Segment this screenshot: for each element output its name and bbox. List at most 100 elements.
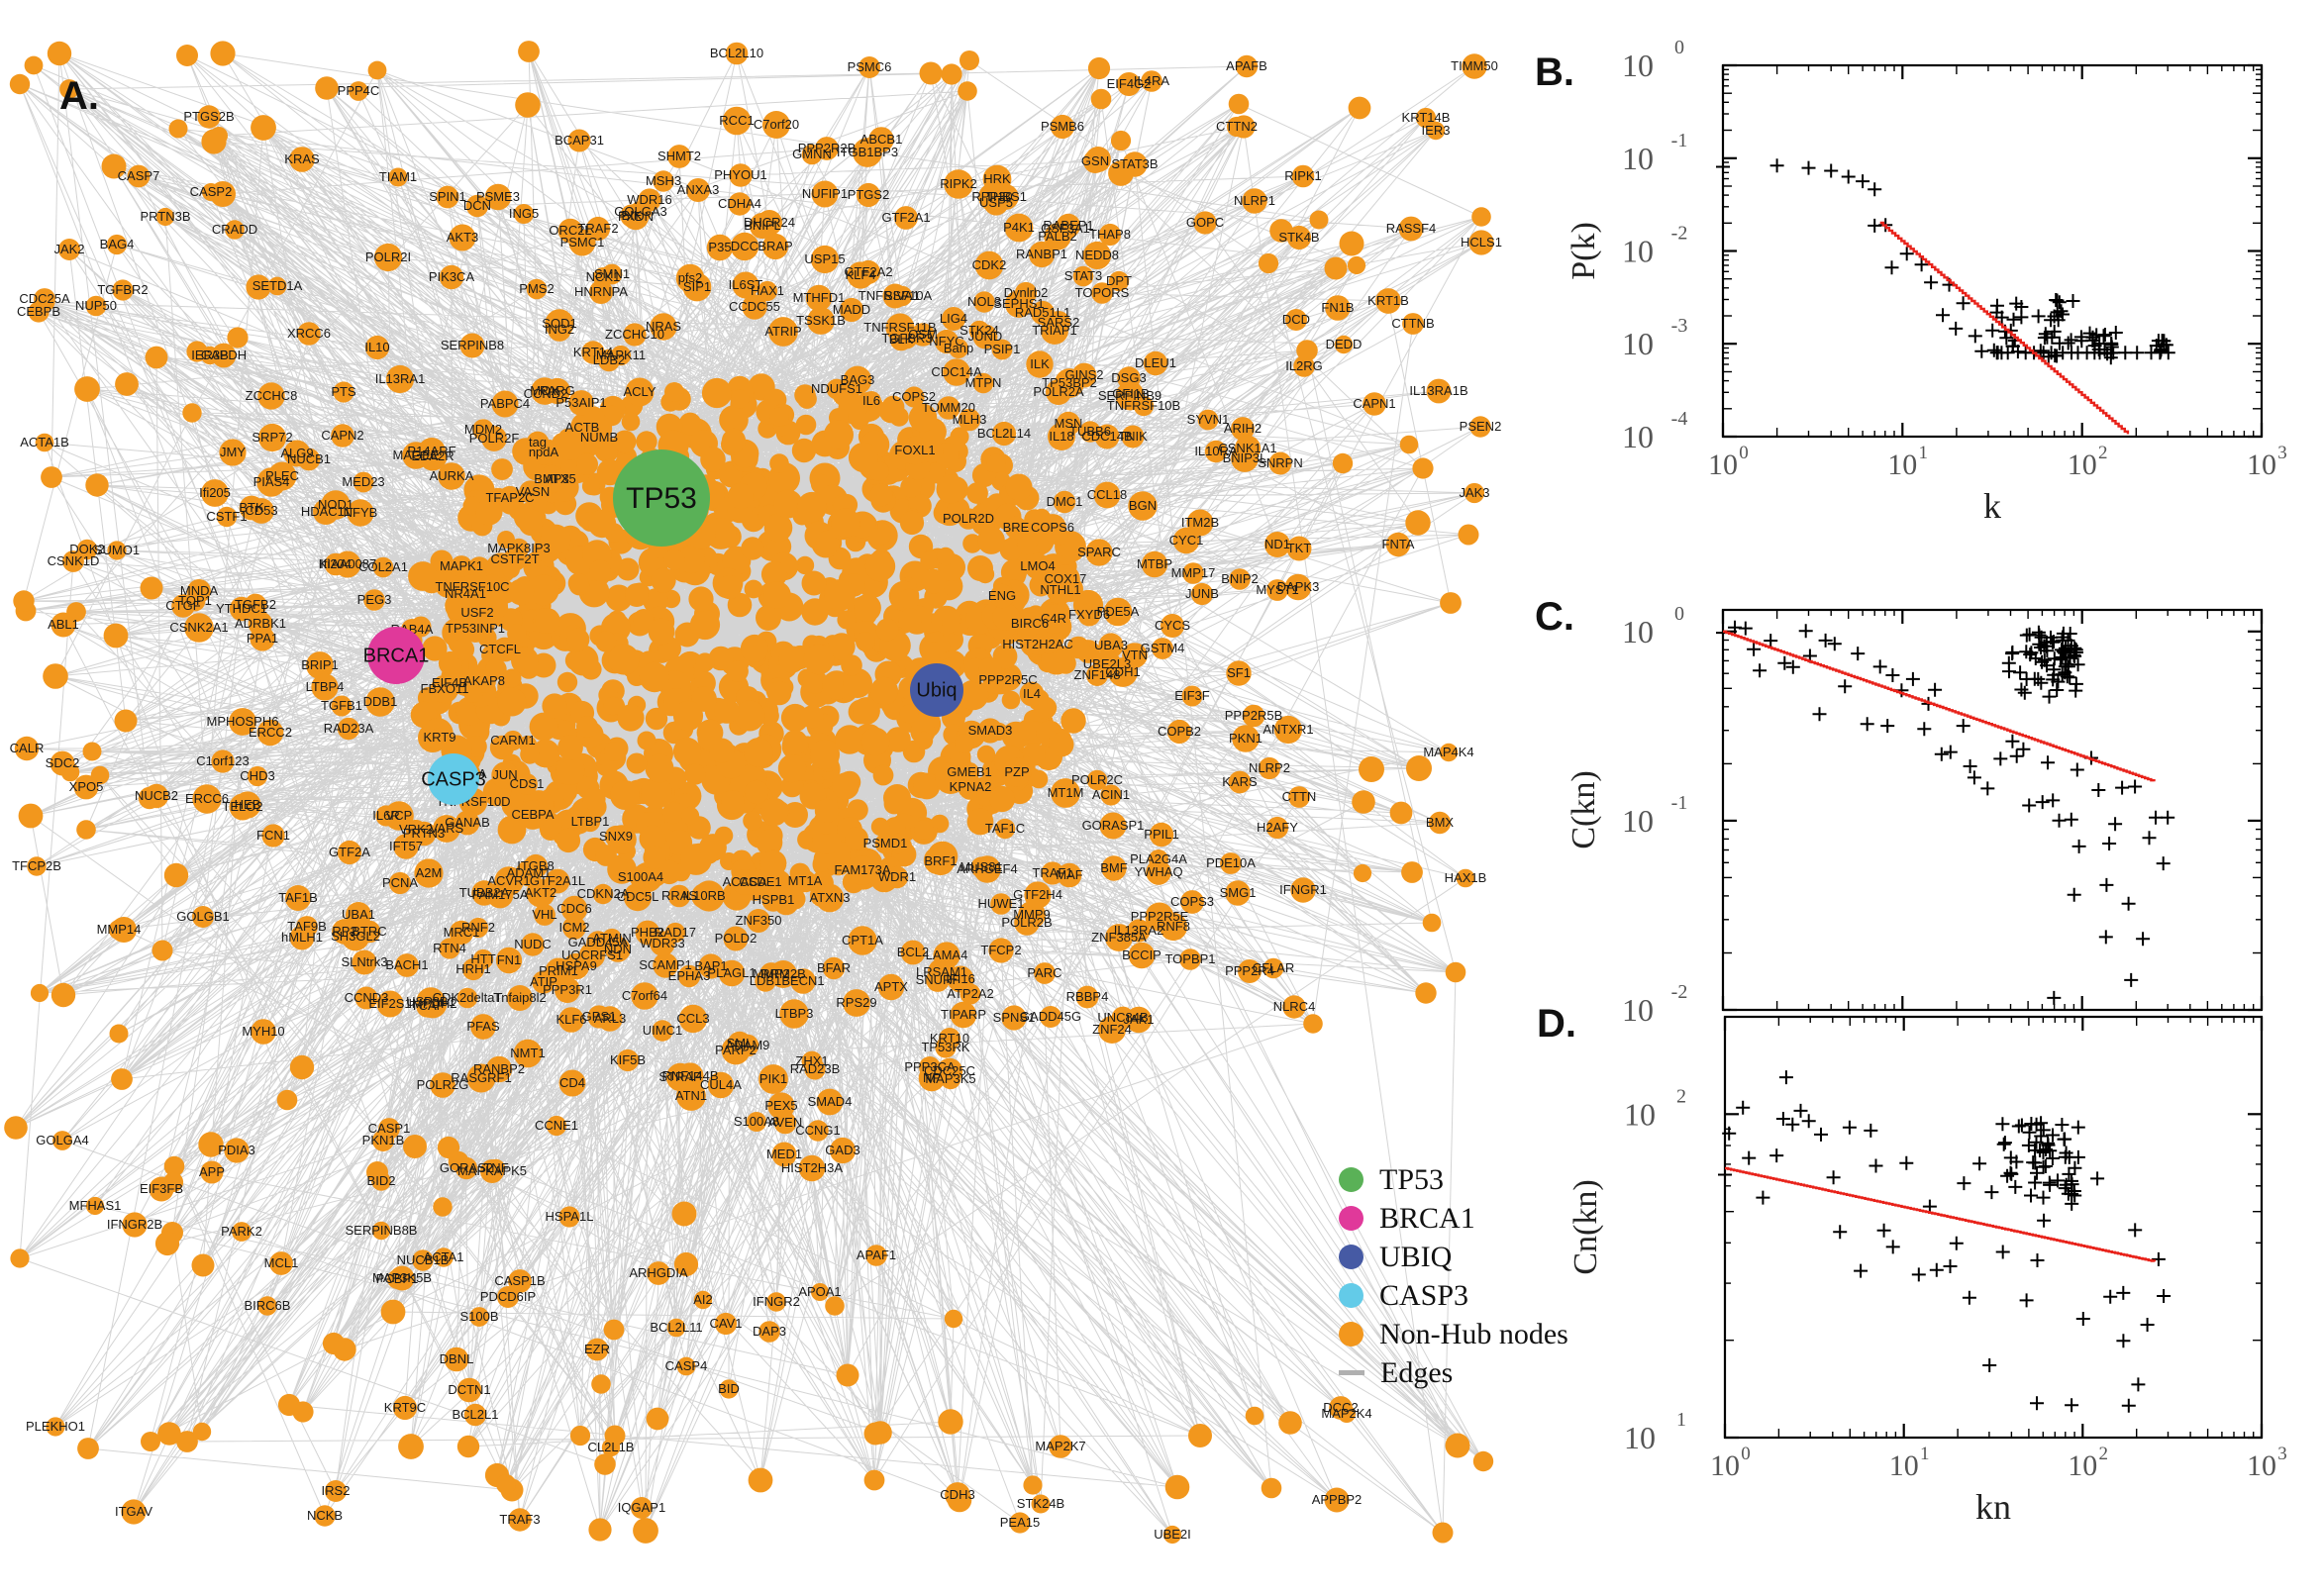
svg-text:PTS: PTS <box>331 384 356 399</box>
svg-text:HUWE1: HUWE1 <box>978 896 1025 911</box>
svg-text:KRAS: KRAS <box>284 151 320 166</box>
svg-text:CYC1: CYC1 <box>1169 533 1204 548</box>
svg-text:IFNGR1: IFNGR1 <box>1279 882 1327 897</box>
svg-text:-3: -3 <box>1671 315 1688 337</box>
svg-text:CCL18: CCL18 <box>1087 487 1127 502</box>
svg-text:10: 10 <box>2068 1449 2097 1482</box>
svg-text:TP53BP2: TP53BP2 <box>1042 375 1097 390</box>
svg-text:CDH3: CDH3 <box>940 1487 974 1502</box>
svg-text:PPIL1: PPIL1 <box>1144 827 1178 842</box>
svg-text:MTPN: MTPN <box>965 375 1002 390</box>
svg-text:Dynlrb2: Dynlrb2 <box>1004 285 1049 300</box>
svg-text:BCAP31: BCAP31 <box>555 133 604 148</box>
svg-text:SUMO1: SUMO1 <box>94 543 140 557</box>
svg-text:FOXL1: FOXL1 <box>894 443 935 457</box>
svg-text:BCL2: BCL2 <box>897 945 930 959</box>
svg-text:COX17: COX17 <box>1045 571 1087 586</box>
svg-text:SMAD4: SMAD4 <box>808 1094 853 1109</box>
svg-text:LMO4: LMO4 <box>1020 558 1055 573</box>
svg-text:CAPN2: CAPN2 <box>321 428 363 443</box>
svg-text:0: 0 <box>1674 603 1684 625</box>
svg-text:PPP2R5B: PPP2R5B <box>1225 708 1283 723</box>
svg-text:APTX: APTX <box>874 979 908 994</box>
svg-text:TP53: TP53 <box>626 482 697 515</box>
svg-text:SRP72: SRP72 <box>252 430 292 445</box>
svg-text:UBA1: UBA1 <box>342 907 375 922</box>
svg-text:MFHAS1: MFHAS1 <box>69 1198 122 1213</box>
svg-text:TNFRSF10A: TNFRSF10A <box>858 288 933 303</box>
svg-text:10: 10 <box>1624 1420 1656 1455</box>
svg-text:10: 10 <box>1622 234 1654 269</box>
svg-text:JAK2: JAK2 <box>53 242 84 256</box>
svg-text:KARS: KARS <box>1222 774 1258 789</box>
svg-text:BTK: BTK <box>239 500 264 515</box>
svg-text:APAF1: APAF1 <box>857 1247 896 1262</box>
svg-text:10: 10 <box>1622 419 1654 454</box>
svg-text:PSMC6: PSMC6 <box>848 59 892 74</box>
svg-text:MTHFD1: MTHFD1 <box>793 290 846 305</box>
svg-text:IFNGR2B: IFNGR2B <box>107 1217 162 1232</box>
svg-text:MAP2K7: MAP2K7 <box>1035 1439 1085 1453</box>
svg-text:RAD23A: RAD23A <box>324 721 374 736</box>
svg-text:PPP3CA: PPP3CA <box>904 1059 956 1074</box>
svg-text:HCLS1: HCLS1 <box>1461 235 1502 249</box>
svg-text:10: 10 <box>1622 326 1654 361</box>
svg-text:0: 0 <box>1674 37 1684 58</box>
svg-text:GAD3: GAD3 <box>825 1143 859 1157</box>
svg-text:GAPDH: GAPDH <box>201 348 247 362</box>
svg-text:HRK: HRK <box>983 171 1011 186</box>
svg-text:BNIP3L: BNIP3L <box>1223 450 1267 465</box>
svg-text:GMEB1: GMEB1 <box>947 764 992 779</box>
svg-text:PEG3: PEG3 <box>357 592 392 607</box>
svg-text:MAPK8IP3: MAPK8IP3 <box>487 541 551 555</box>
svg-text:PPA1: PPA1 <box>247 631 278 646</box>
svg-text:NOL3: NOL3 <box>967 294 1001 309</box>
svg-text:MMP14: MMP14 <box>97 922 142 937</box>
svg-text:CTTN2: CTTN2 <box>1216 119 1258 134</box>
svg-text:npdA: npdA <box>529 445 559 459</box>
svg-text:UQCRFS1: UQCRFS1 <box>561 948 623 962</box>
svg-text:BNIP2: BNIP2 <box>1221 571 1259 586</box>
svg-text:CHD3: CHD3 <box>240 768 274 783</box>
svg-text:NOD1: NOD1 <box>318 497 354 512</box>
svg-text:SLNtrk3: SLNtrk3 <box>342 954 388 969</box>
svg-text:PTGS2: PTGS2 <box>848 187 890 202</box>
svg-text:STAT3: STAT3 <box>1064 268 1103 283</box>
svg-text:NUP50: NUP50 <box>75 298 117 313</box>
svg-text:CPT1A: CPT1A <box>842 933 883 948</box>
svg-text:APOA1: APOA1 <box>798 1284 841 1299</box>
svg-text:PPP2R4: PPP2R4 <box>1225 963 1274 978</box>
svg-text:IL4: IL4 <box>1023 686 1041 701</box>
svg-text:MOX: MOX <box>530 383 559 398</box>
svg-text:COPS6: COPS6 <box>1031 520 1074 535</box>
svg-text:PDE5A: PDE5A <box>1097 604 1140 619</box>
svg-text:C.: C. <box>1535 595 1574 639</box>
svg-text:CCDC55: CCDC55 <box>729 299 780 314</box>
svg-text:PKN1B: PKN1B <box>362 1133 405 1147</box>
svg-text:GTF2A1: GTF2A1 <box>881 210 930 225</box>
svg-text:NUCB1: NUCB1 <box>287 451 331 466</box>
svg-text:MED1: MED1 <box>766 1147 802 1161</box>
svg-text:k: k <box>1983 486 2001 526</box>
svg-text:JAK1: JAK1 <box>1123 1012 1154 1027</box>
svg-text:CEBPA: CEBPA <box>511 807 554 822</box>
svg-text:COPB2: COPB2 <box>1158 724 1201 739</box>
svg-text:UBA3: UBA3 <box>1094 638 1128 652</box>
svg-text:CTTNB: CTTNB <box>1391 316 1434 331</box>
svg-text:ZCCHC8: ZCCHC8 <box>246 388 298 403</box>
svg-text:NFYC: NFYC <box>929 334 963 349</box>
svg-text:hMLH1: hMLH1 <box>281 930 323 945</box>
svg-text:SMG1: SMG1 <box>1220 885 1257 900</box>
svg-text:IL13RA1: IL13RA1 <box>375 371 426 386</box>
svg-text:CEBPB: CEBPB <box>17 304 60 319</box>
svg-text:CCL3: CCL3 <box>676 1011 709 1026</box>
svg-text:P35: P35 <box>708 240 731 254</box>
svg-text:USP5: USP5 <box>979 195 1013 210</box>
svg-text:TRAF3: TRAF3 <box>499 1512 540 1527</box>
svg-text:MDM2: MDM2 <box>464 422 502 437</box>
svg-text:CSDE1: CSDE1 <box>739 874 781 889</box>
svg-text:10: 10 <box>1622 614 1654 649</box>
svg-text:MAP3K5B: MAP3K5B <box>372 1270 432 1285</box>
svg-text:ACLY: ACLY <box>624 384 656 399</box>
svg-text:S100B: S100B <box>459 1309 498 1324</box>
